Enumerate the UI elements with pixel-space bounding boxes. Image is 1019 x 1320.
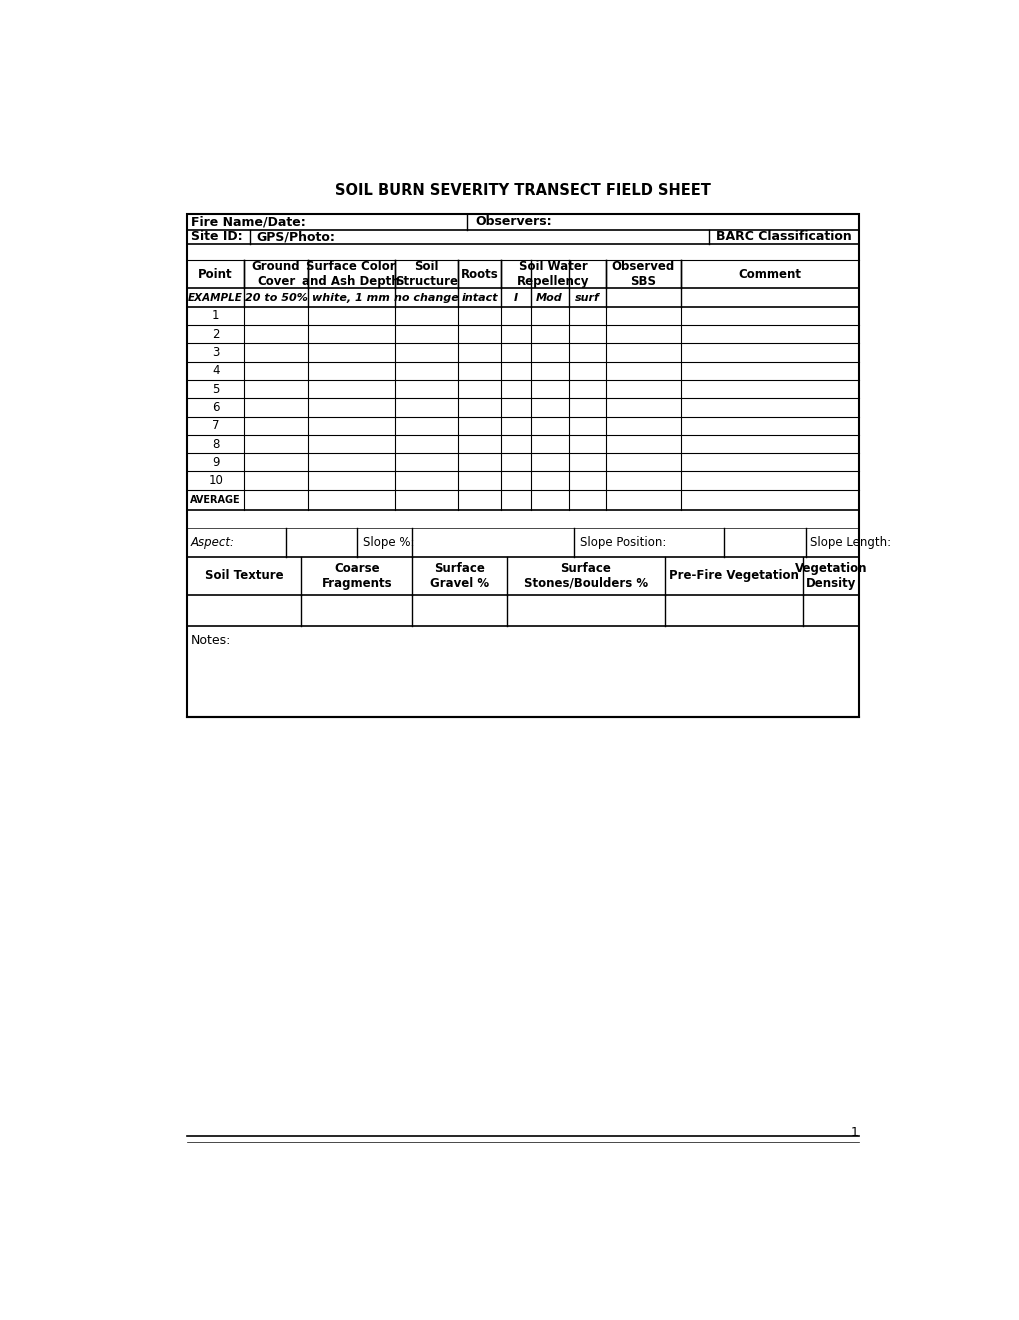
Text: Pre-Fire Vegetation: Pre-Fire Vegetation [668,569,798,582]
Text: no change: no change [393,293,459,302]
Text: Coarse
Fragments: Coarse Fragments [321,562,391,590]
Text: EXAMPLE: EXAMPLE [189,293,243,302]
Text: 10: 10 [208,474,223,487]
Text: 9: 9 [212,455,219,469]
Text: SOIL BURN SEVERITY TRANSECT FIELD SHEET: SOIL BURN SEVERITY TRANSECT FIELD SHEET [334,183,710,198]
Text: Roots: Roots [461,268,498,281]
Text: Comment: Comment [738,268,801,281]
Text: Mod: Mod [536,293,562,302]
Text: 6: 6 [212,401,219,414]
Text: Slope Length:: Slope Length: [809,536,890,549]
Text: Point: Point [198,268,232,281]
Text: BARC Classification: BARC Classification [715,230,851,243]
Text: Notes:: Notes: [191,634,231,647]
Text: Surface
Stones/Boulders %: Surface Stones/Boulders % [524,562,647,590]
Text: surf: surf [574,293,599,302]
Bar [186,214,858,717]
Text: AVERAGE: AVERAGE [191,495,240,504]
Text: 4: 4 [212,364,219,378]
Text: Soil Water
Repellency: Soil Water Repellency [517,260,589,288]
Text: Surface Color
and Ash Depth: Surface Color and Ash Depth [302,260,399,288]
Text: Slope Position:: Slope Position: [580,536,666,549]
Text: Surface
Gravel %: Surface Gravel % [430,562,488,590]
Text: Ground
Cover: Ground Cover [252,260,301,288]
Text: white, 1 mm: white, 1 mm [312,293,389,302]
Text: Fire Name/Date:: Fire Name/Date: [191,215,306,228]
Text: Aspect:: Aspect: [191,536,234,549]
Text: Soil Texture: Soil Texture [205,569,283,582]
Text: Soil
Structure: Soil Structure [394,260,458,288]
Text: Observers:: Observers: [475,215,551,228]
Text: 20 to 50%: 20 to 50% [245,293,308,302]
Text: 1: 1 [212,309,219,322]
Text: 8: 8 [212,437,219,450]
Text: 7: 7 [212,420,219,432]
Text: 1: 1 [850,1126,858,1139]
Text: Site ID:: Site ID: [191,230,243,243]
Text: 3: 3 [212,346,219,359]
Text: Vegetation
Density: Vegetation Density [794,562,866,590]
Text: GPS/Photo:: GPS/Photo: [256,230,335,243]
Text: 2: 2 [212,327,219,341]
Text: intact: intact [461,293,497,302]
Text: Observed
SBS: Observed SBS [611,260,675,288]
Text: Slope %:: Slope %: [363,536,414,549]
Text: 5: 5 [212,383,219,396]
Text: I: I [514,293,518,302]
